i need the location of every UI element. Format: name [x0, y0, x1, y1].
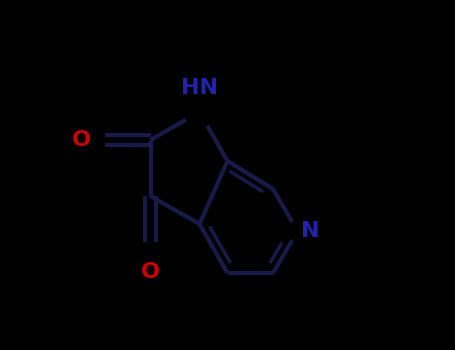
Text: N: N — [301, 221, 319, 241]
Text: O: O — [72, 130, 91, 150]
Text: HN: HN — [181, 78, 218, 98]
Text: O: O — [141, 262, 160, 282]
